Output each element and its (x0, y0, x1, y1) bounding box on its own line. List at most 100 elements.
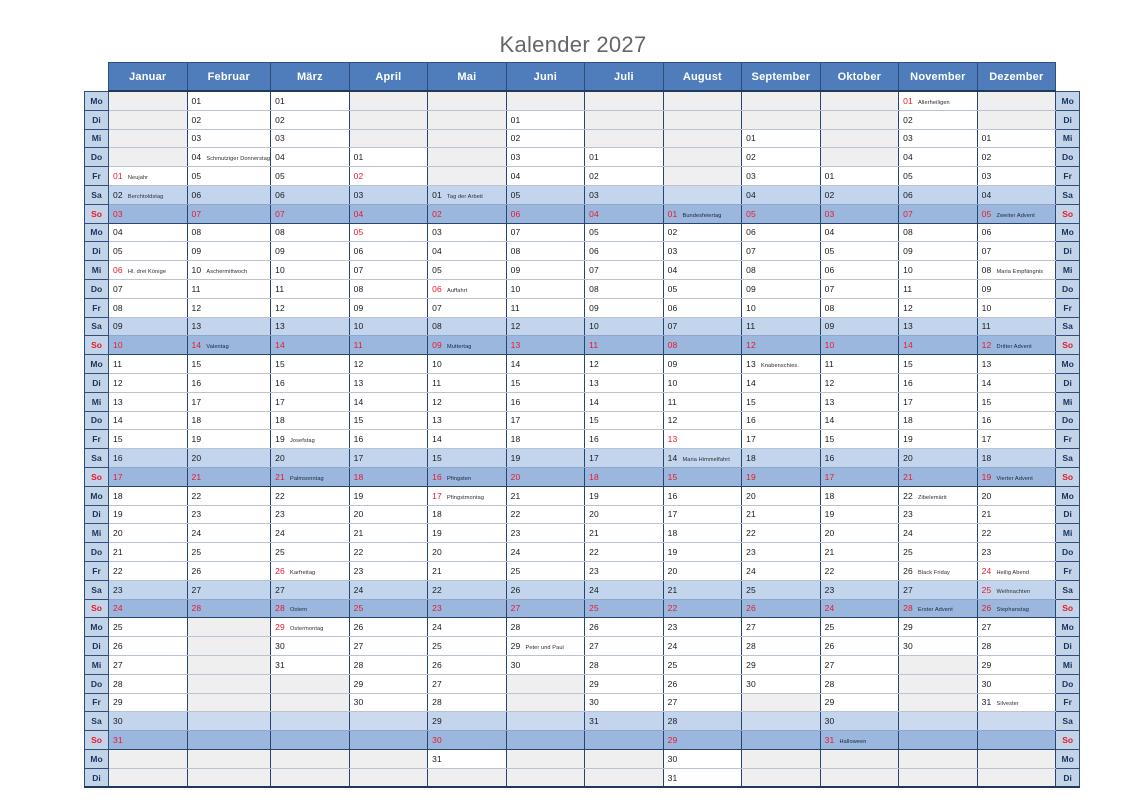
day-cell-märz-15[interactable]: 15 (270, 354, 350, 374)
day-cell-april-17[interactable]: 17 (348, 448, 429, 468)
day-cell-märz-29[interactable]: 29 Ostermontag (270, 617, 350, 638)
day-cell-august-8[interactable]: 08 (662, 335, 743, 356)
day-cell-juni-17[interactable]: 17 (505, 410, 586, 431)
day-cell-juni-10[interactable]: 10 (505, 278, 586, 299)
day-cell-juli-31[interactable]: 31 (584, 711, 664, 732)
day-cell-september-26[interactable]: 26 (741, 598, 821, 619)
day-cell-september-25[interactable]: 25 (741, 579, 821, 600)
month-header-juni[interactable]: Juni (505, 62, 586, 92)
day-cell-juni-12[interactable]: 12 (505, 316, 586, 337)
day-cell-februar-12[interactable]: 12 (186, 297, 272, 318)
day-cell-juli-3[interactable]: 03 (584, 184, 664, 205)
day-cell-dezember-7[interactable]: 07 (976, 241, 1057, 262)
day-cell-november-20[interactable]: 20 (898, 448, 978, 468)
day-cell-november-11[interactable]: 11 (898, 278, 978, 299)
month-header-mai[interactable]: Mai (427, 62, 507, 92)
day-cell-september-10[interactable]: 10 (741, 297, 821, 318)
day-cell-märz-3[interactable]: 03 (270, 128, 350, 149)
day-cell-september-5[interactable]: 05 (741, 203, 821, 224)
day-cell-märz-18[interactable]: 18 (270, 410, 350, 431)
day-cell-august-27[interactable]: 27 (662, 692, 743, 713)
day-cell-juni-25[interactable]: 25 (505, 560, 586, 581)
day-cell-februar-2[interactable]: 02 (186, 109, 272, 130)
day-cell-märz-16[interactable]: 16 (270, 372, 350, 393)
day-cell-oktober-1[interactable]: 01 (819, 166, 900, 186)
day-cell-januar-18[interactable]: 18 (108, 485, 188, 506)
day-cell-august-26[interactable]: 26 (662, 673, 743, 694)
day-cell-dezember-13[interactable]: 13 (976, 354, 1057, 374)
day-cell-august-28[interactable]: 28 (662, 711, 743, 732)
day-cell-juni-6[interactable]: 06 (505, 203, 586, 224)
day-cell-oktober-27[interactable]: 27 (819, 654, 900, 675)
day-cell-november-4[interactable]: 04 (898, 147, 978, 168)
day-cell-april-30[interactable]: 30 (348, 692, 429, 713)
day-cell-februar-3[interactable]: 03 (186, 128, 272, 149)
day-cell-märz-30[interactable]: 30 (270, 636, 350, 656)
day-cell-april-19[interactable]: 19 (348, 485, 429, 506)
day-cell-märz-28[interactable]: 28 Ostern (270, 598, 350, 619)
day-cell-november-22[interactable]: 22 Zibelemärit (898, 485, 978, 506)
day-cell-februar-23[interactable]: 23 (186, 504, 272, 525)
day-cell-juli-15[interactable]: 15 (584, 410, 664, 431)
day-cell-januar-15[interactable]: 15 (108, 429, 188, 450)
day-cell-september-11[interactable]: 11 (741, 316, 821, 337)
day-cell-september-7[interactable]: 07 (741, 241, 821, 262)
day-cell-august-12[interactable]: 12 (662, 410, 743, 431)
day-cell-januar-21[interactable]: 21 (108, 542, 188, 562)
day-cell-april-22[interactable]: 22 (348, 542, 429, 562)
day-cell-april-24[interactable]: 24 (348, 579, 429, 600)
day-cell-mai-29[interactable]: 29 (427, 711, 507, 732)
day-cell-oktober-5[interactable]: 05 (819, 241, 900, 262)
day-cell-januar-17[interactable]: 17 (108, 466, 188, 487)
day-cell-juni-21[interactable]: 21 (505, 485, 586, 506)
day-cell-april-11[interactable]: 11 (348, 335, 429, 356)
day-cell-september-20[interactable]: 20 (741, 485, 821, 506)
day-cell-februar-10[interactable]: 10 Aschermittwoch (186, 260, 272, 280)
day-cell-november-28[interactable]: 28 Erster Advent (898, 598, 978, 619)
day-cell-juli-28[interactable]: 28 (584, 654, 664, 675)
day-cell-märz-11[interactable]: 11 (270, 278, 350, 299)
day-cell-juli-25[interactable]: 25 (584, 598, 664, 619)
day-cell-mai-19[interactable]: 19 (427, 523, 507, 544)
day-cell-februar-7[interactable]: 07 (186, 203, 272, 224)
day-cell-märz-6[interactable]: 06 (270, 184, 350, 205)
day-cell-april-28[interactable]: 28 (348, 654, 429, 675)
day-cell-dezember-19[interactable]: 19 Vierter Advent (976, 466, 1057, 487)
day-cell-mai-16[interactable]: 16 Pfingsten (427, 466, 507, 487)
day-cell-januar-30[interactable]: 30 (108, 711, 188, 732)
day-cell-mai-12[interactable]: 12 (427, 391, 507, 412)
day-cell-juni-2[interactable]: 02 (505, 128, 586, 149)
month-header-märz[interactable]: März (270, 62, 350, 92)
day-cell-januar-20[interactable]: 20 (108, 523, 188, 544)
day-cell-november-27[interactable]: 27 (898, 579, 978, 600)
day-cell-august-11[interactable]: 11 (662, 391, 743, 412)
day-cell-oktober-30[interactable]: 30 (819, 711, 900, 732)
day-cell-oktober-10[interactable]: 10 (819, 335, 900, 356)
day-cell-dezember-29[interactable]: 29 (976, 654, 1057, 675)
day-cell-november-16[interactable]: 16 (898, 372, 978, 393)
day-cell-dezember-3[interactable]: 03 (976, 166, 1057, 186)
day-cell-dezember-22[interactable]: 22 (976, 523, 1057, 544)
day-cell-november-26[interactable]: 26 Black Friday (898, 560, 978, 581)
day-cell-juni-14[interactable]: 14 (505, 354, 586, 374)
day-cell-mai-24[interactable]: 24 (427, 617, 507, 638)
day-cell-juni-7[interactable]: 07 (505, 222, 586, 243)
day-cell-september-30[interactable]: 30 (741, 673, 821, 694)
day-cell-september-23[interactable]: 23 (741, 542, 821, 562)
month-header-september[interactable]: September (741, 62, 821, 92)
day-cell-mai-2[interactable]: 02 (427, 203, 507, 224)
day-cell-november-5[interactable]: 05 (898, 166, 978, 186)
day-cell-juni-30[interactable]: 30 (505, 654, 586, 675)
day-cell-februar-8[interactable]: 08 (186, 222, 272, 243)
day-cell-april-3[interactable]: 03 (348, 184, 429, 205)
day-cell-juni-9[interactable]: 09 (505, 260, 586, 280)
day-cell-mai-15[interactable]: 15 (427, 448, 507, 468)
day-cell-dezember-11[interactable]: 11 (976, 316, 1057, 337)
day-cell-juni-24[interactable]: 24 (505, 542, 586, 562)
day-cell-märz-23[interactable]: 23 (270, 504, 350, 525)
day-cell-september-17[interactable]: 17 (741, 429, 821, 450)
day-cell-dezember-30[interactable]: 30 (976, 673, 1057, 694)
day-cell-april-14[interactable]: 14 (348, 391, 429, 412)
day-cell-april-27[interactable]: 27 (348, 636, 429, 656)
day-cell-januar-29[interactable]: 29 (108, 692, 188, 713)
